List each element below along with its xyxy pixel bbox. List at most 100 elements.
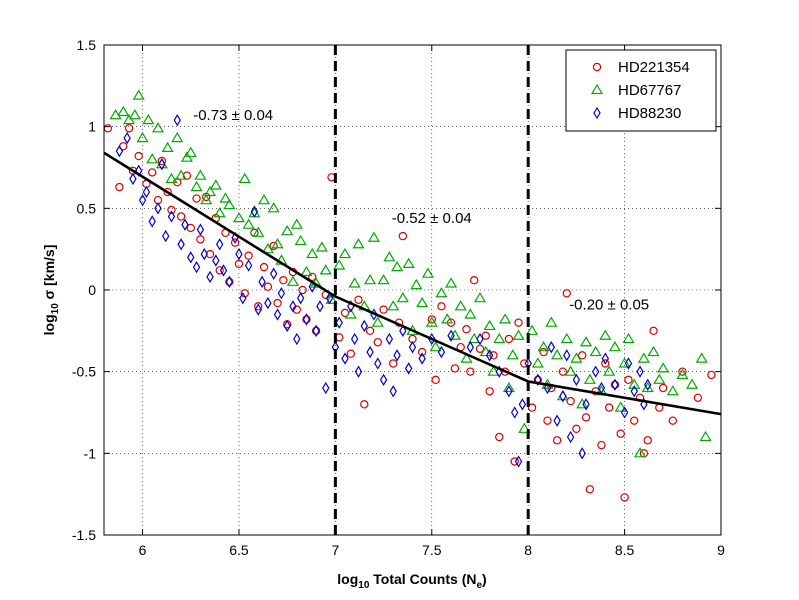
data-point (601, 352, 610, 365)
data-point (518, 422, 531, 433)
data-point (379, 373, 388, 386)
data-point (448, 329, 461, 340)
data-point (514, 318, 523, 327)
data-point (460, 352, 473, 363)
data-point (441, 313, 454, 324)
y-label-sub: 10 (50, 303, 61, 315)
y-tick-label: 0 (88, 282, 96, 298)
data-point (402, 257, 415, 268)
data-point (398, 231, 408, 241)
data-point (473, 291, 487, 303)
data-point (512, 329, 525, 340)
data-point (333, 259, 346, 270)
data-point (668, 416, 677, 425)
data-point (597, 440, 606, 450)
data-point (624, 357, 633, 370)
x-tick-label: 6 (139, 542, 147, 558)
data-point (559, 390, 567, 403)
data-point (537, 340, 550, 352)
data-point (312, 324, 320, 337)
data-point (184, 146, 197, 157)
data-point (447, 329, 455, 342)
data-point (252, 226, 265, 237)
data-point (404, 362, 413, 375)
data-point (630, 416, 639, 425)
data-point (117, 105, 130, 117)
data-point (421, 267, 434, 278)
data-point (308, 280, 316, 293)
data-point (306, 247, 319, 259)
data-point (196, 235, 205, 244)
data-point (464, 308, 477, 319)
data-point (391, 260, 404, 272)
x-tick-label: 8.5 (615, 542, 635, 558)
data-point (206, 270, 214, 284)
data-point (383, 251, 396, 262)
data-point (298, 285, 307, 295)
data-point (162, 229, 170, 243)
data-point (603, 365, 616, 376)
data-point (194, 169, 207, 180)
data-point (223, 198, 236, 210)
data-point (181, 218, 189, 231)
data-point (373, 338, 382, 347)
data-point (611, 378, 619, 391)
data-point (693, 393, 703, 402)
data-point (165, 172, 178, 184)
data-point (699, 430, 712, 442)
y-label-main: σ [km/s] (41, 245, 57, 304)
data-point (190, 180, 203, 192)
data-point (633, 447, 647, 458)
data-point (173, 113, 181, 127)
data-point (643, 436, 652, 445)
data-point (601, 359, 610, 368)
data-point (354, 365, 363, 378)
slope-annotations: -0.73 ± 0.04 -0.52 ± 0.04 -0.20 ± 0.05 (193, 107, 649, 313)
legend-marker (592, 62, 602, 72)
data-point (225, 275, 234, 288)
data-point (468, 332, 481, 344)
data-point (325, 292, 334, 305)
x-tick-label: 7 (331, 542, 339, 558)
data-point (360, 319, 368, 333)
data-point (417, 347, 427, 357)
data-point (302, 313, 311, 326)
data-point (620, 493, 629, 502)
data-point (167, 210, 176, 223)
data-point (518, 398, 527, 411)
data-point (300, 265, 313, 277)
data-point (239, 292, 247, 305)
data-point (177, 238, 185, 251)
x-ticks: 6 6.5 7 7.5 8 8.5 9 (139, 45, 725, 558)
data-point (630, 385, 638, 398)
data-point (290, 218, 303, 229)
data-point (264, 296, 272, 310)
data-point (566, 396, 575, 406)
data-point (258, 275, 266, 288)
data-point (138, 194, 147, 207)
data-point (132, 89, 145, 100)
data-point (678, 367, 687, 376)
data-point (377, 274, 390, 285)
data-point (289, 300, 297, 313)
data-point (470, 276, 479, 285)
legend: HD221354 HD67767 HD88230 (565, 49, 717, 132)
data-point (235, 247, 243, 261)
data-point (707, 370, 716, 380)
data-point (622, 332, 635, 344)
data-point (254, 302, 263, 311)
series-hd67767 (109, 89, 712, 458)
data-point (292, 305, 302, 314)
series-hd221354 (103, 124, 716, 502)
data-point (257, 193, 271, 205)
data-point (495, 432, 504, 442)
data-point (551, 349, 564, 360)
data-point (242, 218, 255, 229)
data-point (115, 145, 124, 158)
data-point (658, 383, 668, 393)
data-point (493, 332, 506, 344)
data-point (316, 300, 324, 313)
data-point (647, 345, 660, 357)
data-point (581, 413, 591, 422)
data-point (644, 378, 652, 391)
